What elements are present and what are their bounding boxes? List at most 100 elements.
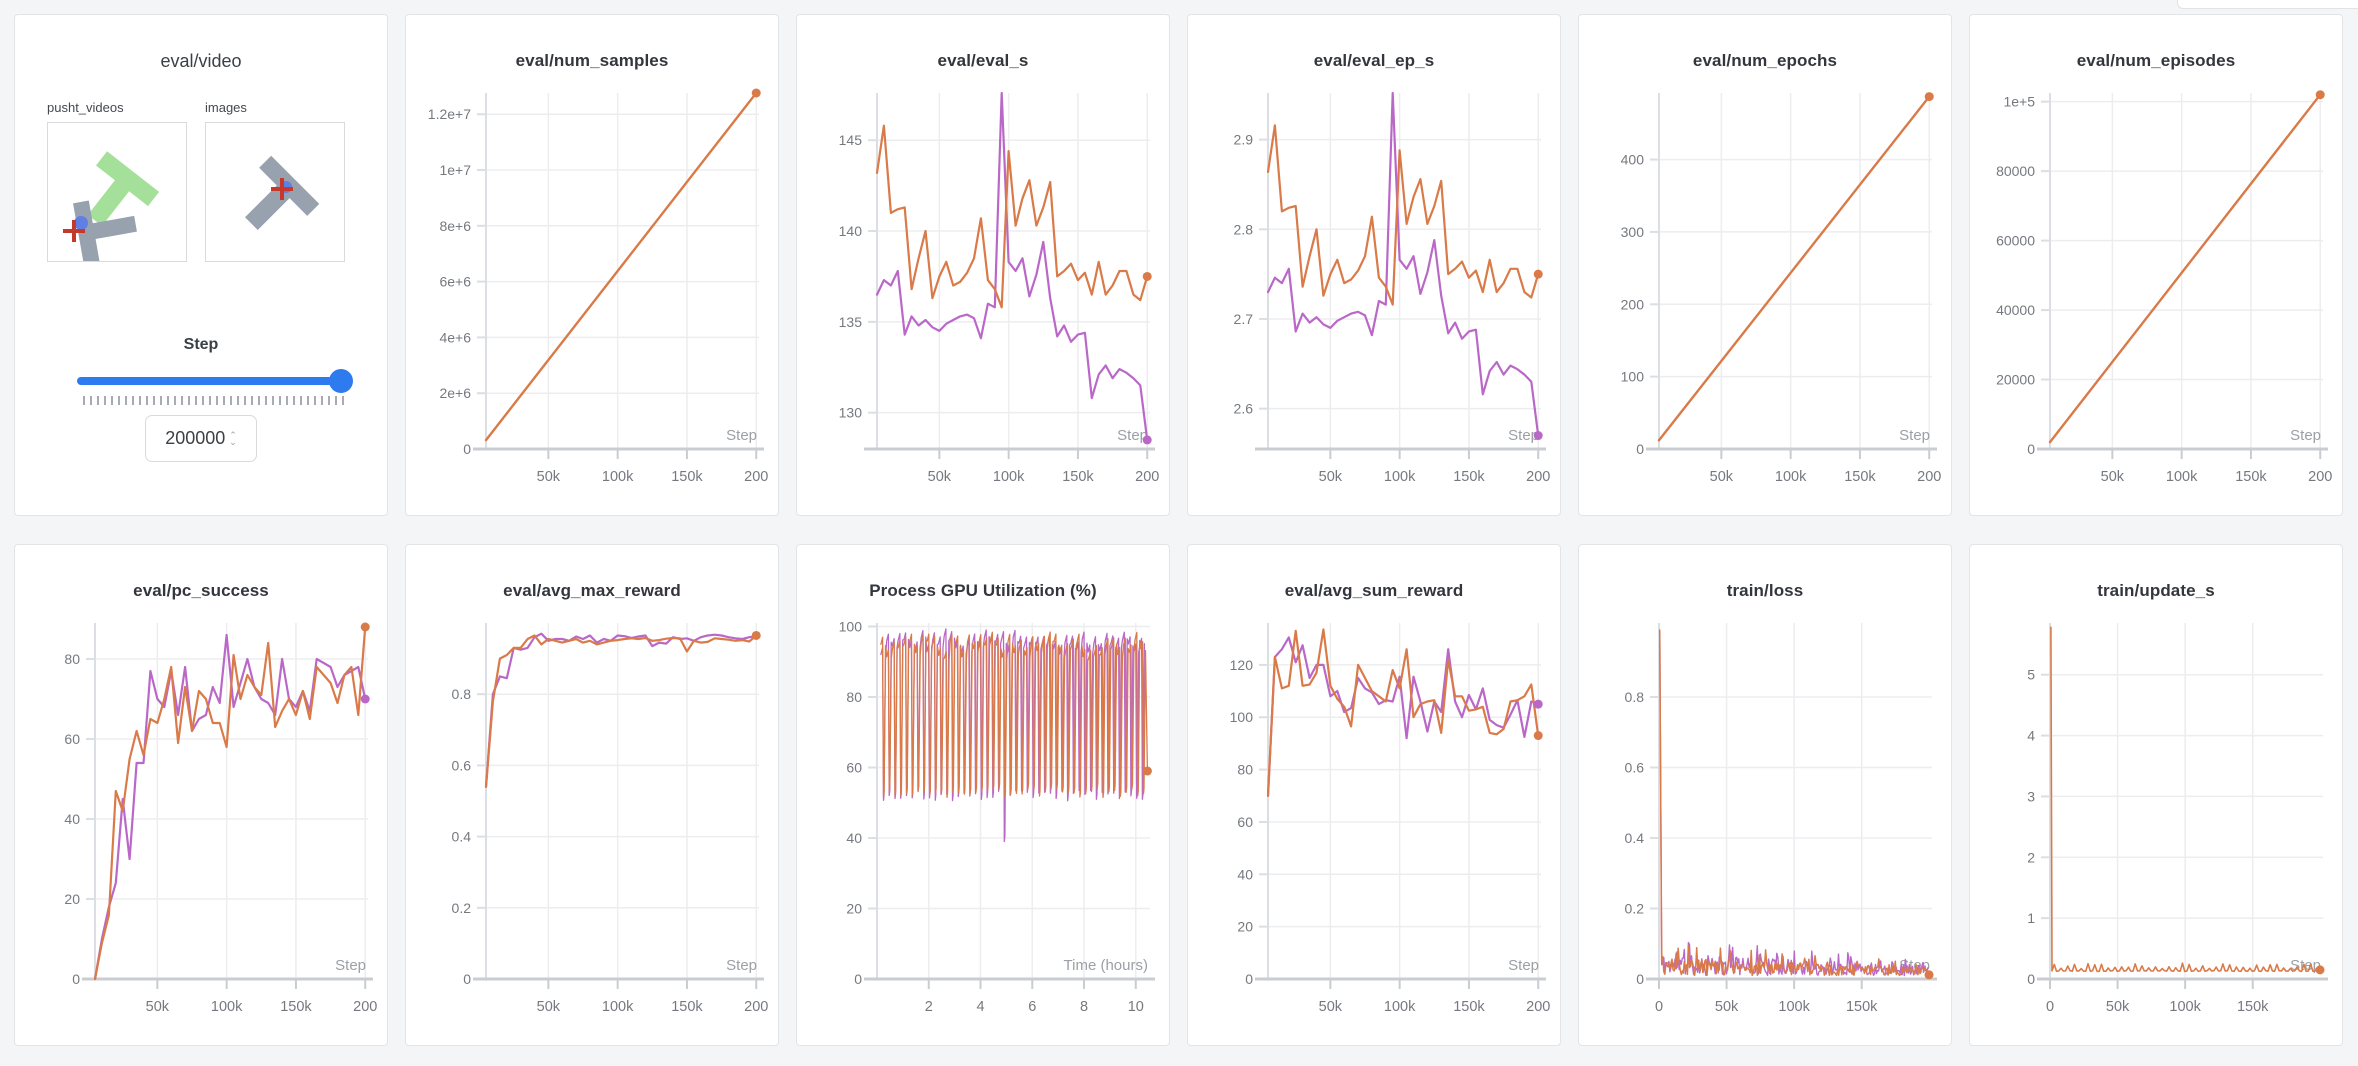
y-tick-label: 1e+7 [439,162,471,178]
series-line-run-purple [484,632,758,788]
x-tick-label: 200 [744,469,768,485]
chart-panel-eval-avg-max-reward: eval/avg_max_reward 0 0.2 0.4 0.6 0.8 50k 100k… [405,544,779,1046]
y-tick-label: 0.2 [452,900,472,916]
series-line-run-orange [1266,628,1540,797]
series-line-run-purple [875,91,1149,441]
y-tick-label: 60 [846,760,862,776]
chart-plot-area[interactable]: 0 100 200 300 400 50k 100k 150k 200 Step [1579,77,1952,507]
y-tick-label: 2.8 [1234,221,1254,237]
chart-plot-area[interactable]: 0 20000 40000 60000 80000 1e+5 50k 100k 150k 200 S… [1970,77,2343,507]
images-thumbnail[interactable] [205,122,345,262]
chart-panel-eval-eval-s: eval/eval_s 130 135 140 145 50k 100k 150k 200 St… [796,14,1170,516]
stepper-up-icon[interactable]: ⌃ [229,429,237,440]
chart-title: eval/num_epochs [1692,51,1838,70]
x-tick-label: 100k [2166,469,2198,485]
block-tee-shape [245,155,320,230]
x-tick-label: 50k [1715,999,1739,1015]
x-tick-label: 100k [211,999,243,1015]
y-tick-label: 100 [839,619,863,635]
chart-panel-eval-eval-ep-s: eval/eval_ep_s 2.6 2.7 2.8 2.9 50k 100k 150k 20… [1187,14,1561,516]
chart-panel-eval-num-samples: eval/num_samples 0 2e+6 4e+6 6e+6 8e+6 1e+7 1.… [405,14,779,516]
series-end-dot [1142,435,1152,445]
series-end-dot [360,694,370,704]
y-tick-label: 0 [1636,441,1644,457]
step-value-input[interactable]: 200000 ⌃ ⌄ [145,415,257,462]
media-label: pusht_videos [47,100,124,115]
y-tick-label: 0.4 [1625,830,1645,846]
y-tick-label: 100 [1621,369,1645,385]
y-tick-label: 0.2 [1625,901,1645,917]
chart-plot-area[interactable]: 130 135 140 145 50k 100k 150k 200 Step [797,77,1170,507]
y-tick-label: 40000 [1996,302,2035,318]
media-row: pusht_videos images [15,100,387,265]
step-value[interactable]: 200000 [165,428,226,448]
y-tick-label: 135 [839,314,863,330]
goal-cross-icon [63,220,85,242]
y-tick-label: 120 [1230,657,1254,673]
y-tick-label: 0 [854,971,862,987]
chart-plot-area[interactable]: 2.6 2.7 2.8 2.9 50k 100k 150k 200 Step [1188,77,1561,507]
pusht-video-thumbnail[interactable] [47,122,187,265]
series-end-dot [751,630,761,640]
step-slider-track[interactable] [77,377,351,385]
series-end-dot [1924,92,1934,102]
series-line-run-orange [2048,93,2322,444]
step-stepper[interactable]: ⌃ ⌄ [229,429,237,447]
x-tick-label: 100k [1384,469,1416,485]
chart-plot-area[interactable]: 0 2e+6 4e+6 6e+6 8e+6 1e+7 1.2e+7 50k 100k 150k 20… [406,77,779,507]
x-tick-label: 4 [976,999,984,1015]
chart-plot-area[interactable]: 0 20 40 60 80 100 120 50k 100k 150k 200 Step [1188,607,1561,1037]
chart-plot-area[interactable]: 0 0.2 0.4 0.6 0.8 50k 100k 150k 200 Step [406,607,779,1037]
partial-panel-edge [2177,0,2358,9]
agent-dot [74,216,88,230]
chart-title: eval/eval_ep_s [1313,51,1435,70]
step-slider[interactable] [77,368,353,394]
series-end-dot [1142,766,1152,776]
block-tee-shape [73,200,137,265]
series-end-dot [1533,699,1543,709]
y-tick-label: 300 [1621,224,1645,240]
x-tick-label: 100k [1384,999,1416,1015]
y-tick-label: 20 [846,901,862,917]
y-tick-label: 4 [2027,728,2035,744]
y-tick-label: 0 [1636,971,1644,987]
series-line-run-orange [875,124,1149,309]
y-tick-label: 0.4 [452,829,472,845]
chart-title: eval/avg_sum_reward [1284,581,1464,600]
stepper-down-icon[interactable]: ⌄ [229,436,237,447]
series-line-run-purple [1659,631,1929,977]
pusht-scene-graphic [63,151,160,265]
series-line-run-purple [1266,91,1540,437]
goal-tee-shape [87,151,160,226]
series-end-dot [1533,269,1543,279]
x-tick-label: 150k [1453,469,1485,485]
panel-eval-video: eval/video pusht_videos [14,14,388,516]
series-end-dot [1533,731,1543,741]
chart-plot-area[interactable]: 0 20 40 60 80 50k 100k 150k 200 Step [15,607,388,1037]
series-end-dot [1533,431,1543,441]
y-tick-label: 40 [64,811,80,827]
y-tick-label: 0 [72,971,80,987]
y-tick-label: 145 [839,132,863,148]
series-end-dot [2315,90,2325,100]
chart-plot-area[interactable]: 0 20 40 60 80 100 2 4 6 8 10 Time (hours) [797,607,1170,1037]
y-tick-label: 2 [2027,849,2035,865]
series-line-run-orange [880,631,1149,799]
step-slider-thumb[interactable] [329,369,353,393]
x-tick-label: 150k [1453,999,1485,1015]
chart-panel-train-update-s: train/update_s 0 1 2 3 4 5 0 50k 100k 150k Step [1969,544,2343,1046]
series-line-run-orange [93,625,367,981]
chart-panel-eval-num-epochs: eval/num_epochs 0 100 200 300 400 50k 100k 150k… [1578,14,1952,516]
y-tick-label: 20000 [1996,372,2035,388]
series-line-run-orange [484,91,758,442]
x-tick-label: 150k [671,999,703,1015]
y-tick-label: 60 [64,731,80,747]
y-tick-label: 5 [2027,667,2035,683]
series-line-run-orange [484,634,758,788]
chart-title: eval/eval_s [937,51,1029,70]
x-axis-caption: Time (hours) [1064,957,1148,974]
y-tick-label: 80 [846,689,862,705]
y-tick-label: 0 [1245,971,1253,987]
